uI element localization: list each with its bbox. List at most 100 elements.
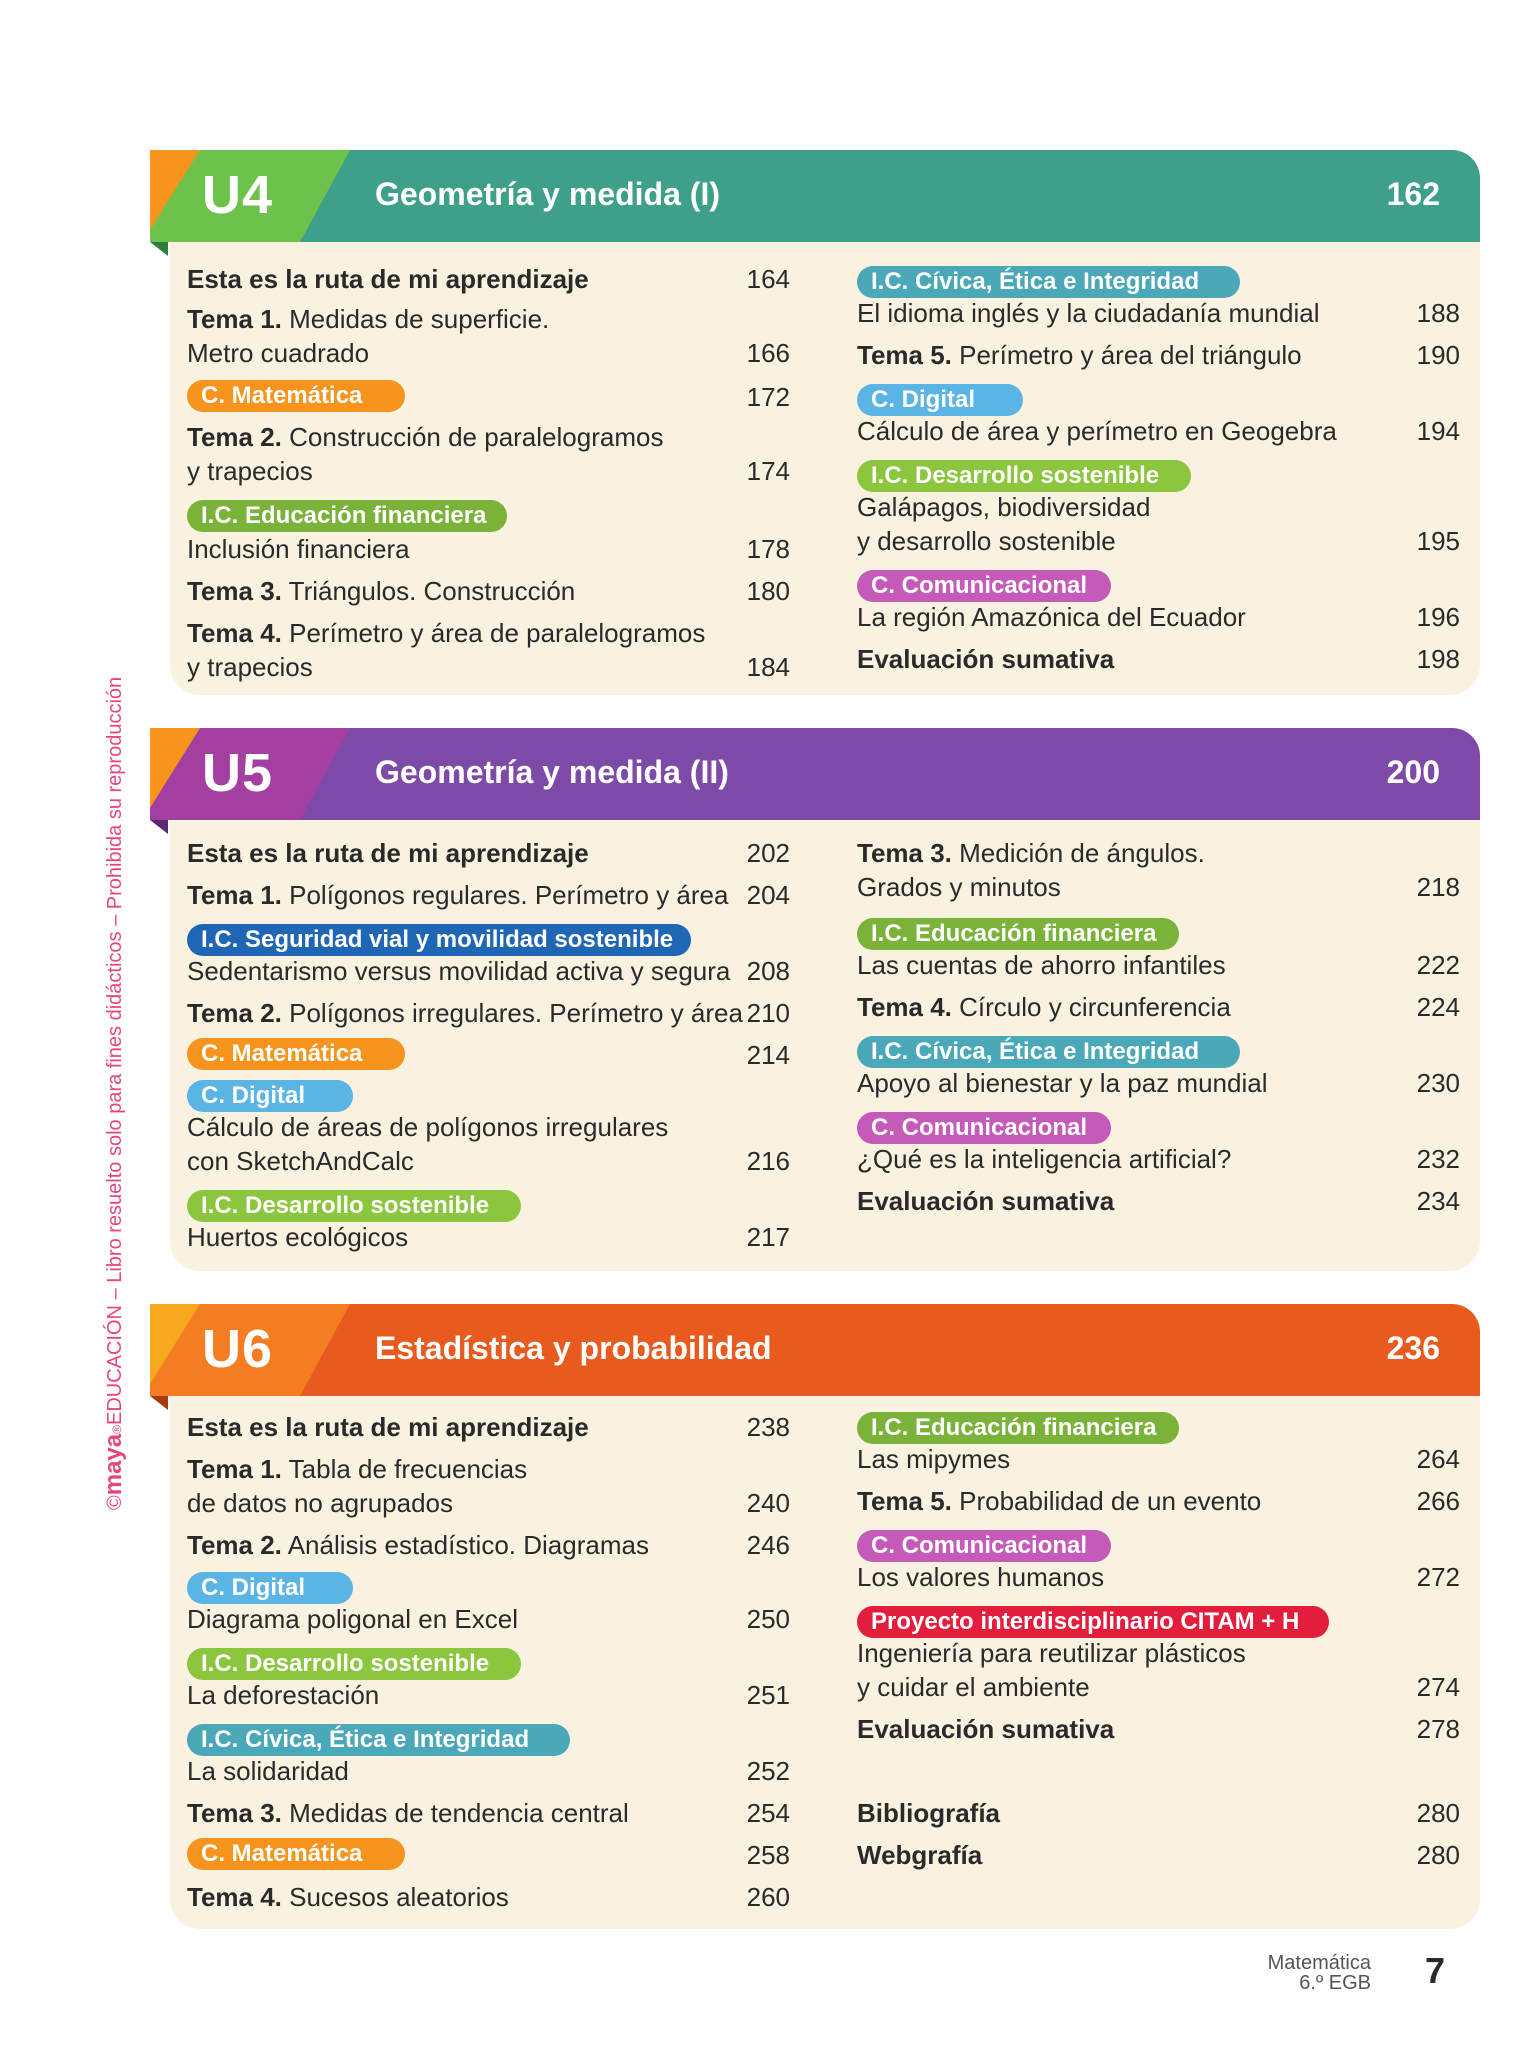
entry-page: 164 xyxy=(746,264,790,294)
pill-sostenible: I.C. Desarrollo sostenible xyxy=(187,1648,521,1680)
entry-text: Construcción de paralelogramos xyxy=(281,422,664,452)
toc-entry[interactable]: I.C. Cívica, Ética e Integridad La solida… xyxy=(187,1724,790,1788)
copyright-sidebar: ©maya®EDUCACIÓN – Libro resuelto solo pa… xyxy=(100,677,128,1510)
entry-bold: Bibliografía xyxy=(857,1798,1001,1828)
toc-entry[interactable]: I.C. Educación financiera Las cuentas de … xyxy=(857,918,1460,982)
toc-entry[interactable]: Esta es la ruta de mi aprendizaje 202 xyxy=(187,836,790,870)
toc-entry[interactable]: Evaluación sumativa 278 xyxy=(857,1712,1460,1746)
copyright-text: EDUCACIÓN – Libro resuelto solo para fin… xyxy=(104,676,126,1426)
toc-entry[interactable]: Tema 2. Polígonos irregulares. Perímetro… xyxy=(187,996,790,1030)
entry-text: Polígonos irregulares. Perímetro y área xyxy=(281,998,743,1028)
toc-entry[interactable]: Tema 3. Medidas de tendencia central 254 xyxy=(187,1796,790,1830)
unit-title: Estadística y probabilidad xyxy=(375,1330,772,1366)
entry-bold: Evaluación sumativa xyxy=(857,1714,1115,1744)
entry-page: 224 xyxy=(1416,992,1460,1022)
entry-page: 196 xyxy=(1416,602,1460,632)
entry-text-line2: Diagrama poligonal en Excel xyxy=(187,1604,518,1634)
toc-entry[interactable]: C. Digital Diagrama poligonal en Excel 250 xyxy=(187,1572,790,1636)
copyright-symbol: © xyxy=(104,1495,126,1510)
toc-entry[interactable]: Bibliografía 280 xyxy=(857,1796,1460,1830)
entry-page: 166 xyxy=(746,338,790,368)
toc-entry[interactable]: I.C. Cívica, Ética e Integridad El idioma… xyxy=(857,266,1460,330)
toc-entry[interactable]: Tema 3. Medición de ángulos. Grados y min… xyxy=(857,836,1460,904)
pill-comunicacional: C. Comunicacional xyxy=(857,1112,1111,1144)
toc-entry[interactable]: C. Digital Cálculo de áreas de polígonos … xyxy=(187,1080,790,1178)
toc-entry[interactable]: Tema 4. Perímetro y área de paralelogram… xyxy=(187,616,790,684)
entry-text-line2: Metro cuadrado xyxy=(187,338,370,368)
toc-entry[interactable]: I.C. Desarrollo sostenible Huertos ecológ… xyxy=(187,1190,790,1254)
toc-entry[interactable]: Tema 3. Triángulos. Construcción 180 xyxy=(187,574,790,608)
entry-page: 195 xyxy=(1416,526,1460,556)
brand-logo: maya xyxy=(100,1433,127,1496)
footer-grade: 6.º EGB xyxy=(1299,1972,1371,1994)
toc-entry[interactable]: I.C. Cívica, Ética e Integridad Apoyo al … xyxy=(857,1036,1460,1100)
entry-page: 230 xyxy=(1416,1068,1460,1098)
entry-text: Perímetro y área del triángulo xyxy=(951,340,1302,370)
toc-entry[interactable]: Tema 2. Construcción de paralelogramos y … xyxy=(187,420,790,488)
toc-entry[interactable]: Esta es la ruta de mi aprendizaje 238 xyxy=(187,1410,790,1444)
entry-page: 188 xyxy=(1416,298,1460,328)
entry-page: 272 xyxy=(1416,1562,1460,1592)
toc-entry[interactable]: C. Comunicacional ¿Qué es la inteligencia… xyxy=(857,1112,1460,1176)
toc-entry[interactable]: Tema 1. Tabla de frecuencias de datos no … xyxy=(187,1452,790,1520)
entry-text-line2: Sedentarismo versus movilidad activa y s… xyxy=(187,956,731,986)
unit-tab-fold xyxy=(150,820,168,834)
toc-entry[interactable]: Webgrafía 280 xyxy=(857,1838,1460,1872)
unit-tab-fold xyxy=(150,242,168,256)
pill-sostenible: I.C. Desarrollo sostenible xyxy=(187,1190,521,1222)
toc-entry[interactable]: Tema 1. Medidas de superficie. Metro cuad… xyxy=(187,302,790,370)
toc-entry[interactable]: Evaluación sumativa 234 xyxy=(857,1184,1460,1218)
entry-text: Medición de ángulos. xyxy=(951,838,1205,868)
entry-page: 251 xyxy=(746,1680,790,1710)
toc-entry[interactable]: Proyecto interdisciplinario CITAM + H Ing… xyxy=(857,1606,1460,1704)
entry-text: Polígonos regulares. Perímetro y área xyxy=(281,880,729,910)
entry-bold: Esta es la ruta de mi aprendizaje xyxy=(187,264,589,294)
entry-text-line2: La región Amazónica del Ecuador xyxy=(857,602,1246,632)
entry-text-line3: y cuidar el ambiente xyxy=(857,1672,1090,1702)
toc-entry[interactable]: C. Digital Cálculo de área y perímetro en… xyxy=(857,384,1460,448)
toc-entry[interactable]: I.C. Educación financiera Inclusión finan… xyxy=(187,500,790,566)
toc-entry[interactable]: Tema 4. Sucesos aleatorios 260 xyxy=(187,1880,790,1914)
toc-entry[interactable]: Tema 2. Análisis estadístico. Diagramas 2… xyxy=(187,1528,790,1562)
entry-text-line2: Cálculo de áreas de polígonos irregulare… xyxy=(187,1112,669,1142)
toc-entry[interactable]: I.C. Educación financiera Las mipymes 264 xyxy=(857,1412,1460,1476)
toc-entry[interactable]: C. Comunicacional Los valores humanos 272 xyxy=(857,1530,1460,1594)
toc-entry[interactable]: I.C. Desarrollo sostenible Galápagos, bio… xyxy=(857,460,1460,558)
entry-page: 180 xyxy=(746,576,790,606)
pill-financiera: I.C. Educación financiera xyxy=(857,1412,1179,1444)
toc-entry[interactable]: Tema 1. Polígonos regulares. Perímetro y… xyxy=(187,878,790,912)
toc-entry[interactable]: Evaluación sumativa 198 xyxy=(857,642,1460,676)
unit-u4: U4 Geometría y medida (I) 162 Esta es la… xyxy=(150,150,1480,695)
unit-u6: U6 Estadística y probabilidad 236 Esta e… xyxy=(150,1304,1480,1929)
entry-text-line2: Huertos ecológicos xyxy=(187,1222,409,1252)
entry-bold: Esta es la ruta de mi aprendizaje xyxy=(187,838,589,868)
toc-entry[interactable]: I.C. Desarrollo sostenible La deforestaci… xyxy=(187,1648,790,1712)
entry-page: 246 xyxy=(746,1530,790,1560)
entry-page: 204 xyxy=(746,880,790,910)
entry-text-line2: Galápagos, biodiversidad xyxy=(857,492,1151,522)
entry-bold: Tema 3. xyxy=(187,1798,282,1828)
toc-entry[interactable]: Tema 5. Probabilidad de un evento 266 xyxy=(857,1484,1460,1518)
entry-page: 232 xyxy=(1416,1144,1460,1174)
entry-page: 172 xyxy=(746,382,790,412)
entry-bold: Tema 3. xyxy=(187,576,282,606)
entry-page: 178 xyxy=(746,534,790,564)
entry-text-line3: con SketchAndCalc xyxy=(187,1146,414,1176)
entry-bold: Evaluación sumativa xyxy=(857,644,1115,674)
toc-entry[interactable]: Tema 5. Perímetro y área del triángulo 19… xyxy=(857,338,1460,372)
pill-digital: C. Digital xyxy=(187,1080,353,1112)
toc-entry[interactable]: C. Comunicacional La región Amazónica del… xyxy=(857,570,1460,634)
unit-page: 200 xyxy=(1386,754,1440,790)
entry-page: 252 xyxy=(746,1756,790,1786)
entry-bold: Esta es la ruta de mi aprendizaje xyxy=(187,1412,589,1442)
unit-header-bar xyxy=(150,150,1480,242)
entry-page: 198 xyxy=(1416,644,1460,674)
toc-entry[interactable]: Esta es la ruta de mi aprendizaje 164 xyxy=(187,262,790,296)
pill-seguridad-vial: I.C. Seguridad vial y movilidad sostenib… xyxy=(187,924,691,956)
footer-subject: Matemática 6.º EGB xyxy=(1268,1953,1371,1993)
entry-page: 280 xyxy=(1416,1798,1460,1828)
toc-entry[interactable]: I.C. Seguridad vial y movilidad sostenib… xyxy=(187,924,790,988)
registered-symbol: ® xyxy=(110,1425,124,1434)
toc-entry[interactable]: Tema 4. Círculo y circunferencia 224 xyxy=(857,990,1460,1024)
pill-matematica: C. Matemática xyxy=(187,380,405,412)
